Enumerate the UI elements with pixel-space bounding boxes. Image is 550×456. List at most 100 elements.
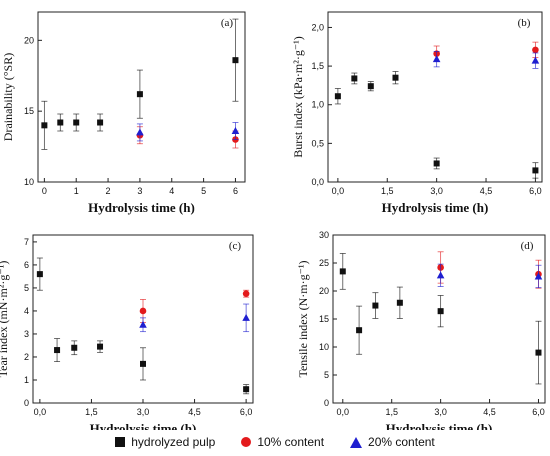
x-tick-label: 3,0 <box>434 407 447 417</box>
point-hydrolyzed-pulp <box>339 268 346 275</box>
panel-tag: (a) <box>221 17 234 29</box>
x-axis-label: Hydrolysis time (h) <box>386 421 493 430</box>
x-tick-label: 3,0 <box>137 407 150 417</box>
legend-label-hydrolyzed: hydrolyzed pulp <box>131 435 216 449</box>
plot-frame <box>37 11 246 183</box>
y-tick-label: 2,0 <box>311 22 324 32</box>
point-10pct-content <box>139 307 147 315</box>
point-10pct-content <box>532 46 539 54</box>
x-tick-label: 4,5 <box>483 407 496 417</box>
y-tick-label: 1 <box>24 375 29 385</box>
point-20pct-content <box>136 128 144 136</box>
point-hydrolyzed-pulp <box>367 83 374 90</box>
point-hydrolyzed-pulp <box>57 119 64 126</box>
point-hydrolyzed-pulp <box>356 327 363 334</box>
y-tick-label: 0 <box>24 398 29 408</box>
y-tick-label: 25 <box>319 258 329 268</box>
point-hydrolyzed-pulp <box>232 57 239 64</box>
y-tick-label: 5 <box>324 370 329 380</box>
point-hydrolyzed-pulp <box>73 119 80 126</box>
legend-circle-marker <box>241 437 252 447</box>
y-tick-label: 1,5 <box>311 61 324 71</box>
x-tick-label: 1,5 <box>381 186 394 196</box>
x-axis-label: Hydrolysis time (h) <box>90 421 197 430</box>
y-tick-label: 20 <box>319 286 329 296</box>
legend-label-20pct: 20% content <box>368 435 435 449</box>
y-tick-label: 20 <box>24 35 34 45</box>
x-tick-label: 2 <box>106 186 111 196</box>
point-hydrolyzed-pulp <box>41 122 48 129</box>
y-tick-label: 15 <box>319 314 329 324</box>
x-tick-label: 3,0 <box>430 186 443 196</box>
point-hydrolyzed-pulp <box>433 160 440 167</box>
panel-1: 0,0 1,5 3,0 4,5 6,0 0,0 0,5 1,0 1,5 2,0 Hydrolysis… <box>291 11 543 215</box>
y-axis-label: Tear index (mN·m²·g⁻¹) <box>0 261 10 378</box>
point-hydrolyzed-pulp <box>351 75 358 82</box>
x-tick-label: 4,5 <box>188 407 201 417</box>
point-20pct-content <box>231 127 240 134</box>
x-tick-label: 6,0 <box>529 186 542 196</box>
plot-frame <box>332 234 546 404</box>
x-tick-label: 1 <box>74 186 79 196</box>
y-tick-label: 7 <box>24 237 29 247</box>
legend-triangle-marker <box>350 436 363 448</box>
point-hydrolyzed-pulp <box>372 302 379 309</box>
x-tick-label: 0,0 <box>337 407 350 417</box>
x-tick-label: 3 <box>137 186 142 196</box>
point-hydrolyzed-pulp <box>392 74 399 81</box>
x-tick-label: 0,0 <box>34 407 47 417</box>
point-hydrolyzed-pulp <box>97 119 104 126</box>
legend-square-marker <box>115 437 126 447</box>
panel-tag: (c) <box>229 240 242 252</box>
y-tick-label: 2 <box>24 352 29 362</box>
panel-2: 0,0 1,5 3,0 4,5 6,0 0 1 2 3 4 5 6 7 Hydrolysis time (… <box>0 234 254 430</box>
point-20pct-content <box>139 320 147 328</box>
panel-0: 0 1 2 3 4 5 6 10 15 20 Hydrolysis time (h) Drainabi… <box>1 11 246 215</box>
point-20pct-content <box>531 56 540 64</box>
point-hydrolyzed-pulp <box>54 347 61 354</box>
y-axis-label: Drainability (°SR) <box>1 53 15 141</box>
x-tick-label: 1,5 <box>385 407 398 417</box>
point-10pct-content <box>242 290 250 297</box>
panel-tag: (b) <box>518 17 531 29</box>
x-axis-label: Hydrolysis time (h) <box>88 200 195 215</box>
point-hydrolyzed-pulp <box>71 344 78 351</box>
point-hydrolyzed-pulp <box>36 271 43 278</box>
legend-label-10pct: 10% content <box>257 435 325 449</box>
y-tick-label: 5 <box>24 283 29 293</box>
legend: hydrolyzed pulp 10% content 20% content <box>0 432 550 452</box>
point-hydrolyzed-pulp <box>396 299 403 306</box>
legend-item-hydrolyzed: hydrolyzed pulp <box>115 435 215 449</box>
point-20pct-content <box>242 313 250 321</box>
point-20pct-content <box>436 271 445 279</box>
panel-tag: (d) <box>521 240 534 252</box>
x-tick-label: 4,5 <box>480 186 493 196</box>
point-hydrolyzed-pulp <box>532 167 539 174</box>
legend-item-10pct: 10% content <box>241 435 324 449</box>
plot-frame <box>327 11 543 183</box>
x-tick-label: 1,5 <box>85 407 98 417</box>
x-tick-label: 5 <box>201 186 206 196</box>
x-tick-label: 4 <box>169 186 174 196</box>
point-hydrolyzed-pulp <box>243 386 250 393</box>
x-axis-label: Hydrolysis time (h) <box>382 200 489 215</box>
y-tick-label: 0,0 <box>311 177 324 187</box>
y-tick-label: 6 <box>24 260 29 270</box>
y-tick-label: 15 <box>24 106 34 116</box>
point-20pct-content <box>534 272 543 280</box>
y-tick-label: 3 <box>24 329 29 339</box>
point-hydrolyzed-pulp <box>437 308 444 315</box>
x-tick-label: 0,0 <box>332 186 345 196</box>
point-hydrolyzed-pulp <box>136 91 143 98</box>
point-20pct-content <box>432 55 441 63</box>
point-hydrolyzed-pulp <box>140 360 146 367</box>
panel-3: 0,0 1,5 3,0 4,5 6,0 0 5 10 15 20 25 30 Hydrolysis ti… <box>296 230 546 430</box>
y-tick-label: 0 <box>324 398 329 408</box>
y-tick-label: 10 <box>24 177 34 187</box>
y-tick-label: 30 <box>319 230 329 240</box>
y-tick-label: 4 <box>24 306 29 316</box>
y-tick-label: 10 <box>319 342 329 352</box>
x-tick-label: 0 <box>42 186 47 196</box>
point-hydrolyzed-pulp <box>535 349 542 356</box>
